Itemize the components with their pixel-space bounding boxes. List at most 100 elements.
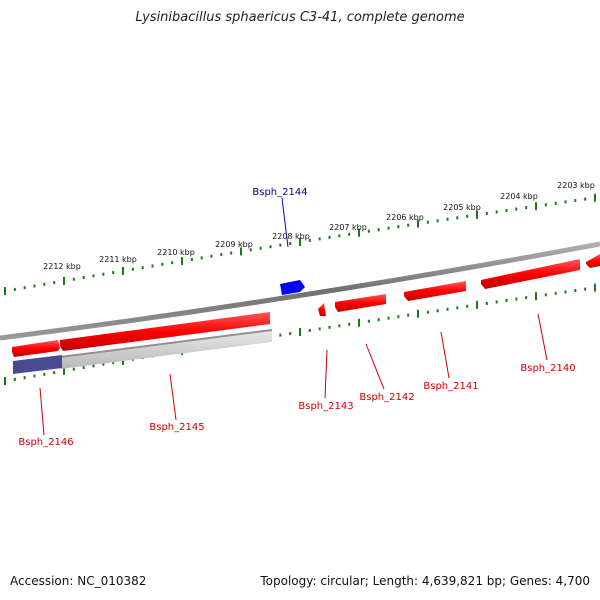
lower-minor-tick (92, 364, 95, 368)
genome-summary-text: Topology: circular; Length: 4,639,821 bp… (260, 574, 590, 588)
lower-minor-tick (426, 310, 429, 314)
kbp-label-2210: 2210 kbp (157, 248, 195, 257)
upper-minor-tick (23, 286, 26, 290)
lower-minor-tick (544, 293, 547, 297)
lower-minor-tick (279, 333, 282, 337)
upper-minor-tick (72, 277, 75, 281)
genome-title: Lysinibacillus sphaericus C3-41, complet… (135, 10, 465, 25)
lower-minor-tick (505, 298, 508, 302)
upper-major-tick (358, 228, 360, 237)
upper-minor-tick (456, 216, 459, 220)
upper-minor-tick (338, 234, 341, 238)
upper-minor-tick (407, 223, 410, 227)
upper-minor-tick (348, 232, 351, 236)
upper-minor-tick (151, 264, 154, 268)
gene-bsph-2145[interactable] (59, 329, 273, 369)
upper-minor-tick (525, 206, 528, 210)
label-bsph-2142: Bsph_2142 (359, 392, 414, 403)
lower-minor-tick (23, 376, 26, 380)
gene-bsph-2142[interactable] (335, 294, 386, 312)
lower-minor-tick (348, 322, 351, 326)
lower-major-tick (63, 366, 65, 375)
upper-minor-tick (564, 200, 567, 204)
kbp-label-2206: 2206 kbp (386, 213, 424, 222)
lower-minor-tick (367, 319, 370, 323)
label-bsph-2144: Bsph_2144 (252, 187, 307, 198)
upper-minor-tick (13, 287, 16, 291)
lower-minor-tick (466, 304, 469, 308)
leader-bsph-2146 (39, 387, 45, 436)
leader-bsph-2145 (169, 373, 177, 421)
upper-minor-tick (141, 266, 144, 270)
lower-tick-track (4, 283, 596, 386)
lower-minor-tick (318, 327, 321, 331)
upper-minor-tick (318, 237, 321, 241)
lower-minor-tick (407, 313, 410, 317)
leader-bsph-2141 (440, 331, 450, 379)
lower-major-tick (476, 300, 478, 309)
lower-minor-tick (82, 366, 85, 370)
upper-major-tick (181, 257, 183, 266)
accession-text: Accession: NC_010382 (10, 574, 147, 588)
gene-bsph-2144[interactable] (280, 280, 305, 295)
label-bsph-2140: Bsph_2140 (520, 363, 575, 374)
lower-major-tick (417, 309, 419, 318)
upper-minor-tick (495, 210, 498, 214)
upper-tick-track (4, 193, 596, 296)
kbp-label-2204: 2204 kbp (500, 192, 538, 201)
lower-minor-tick (33, 374, 36, 378)
upper-minor-tick (43, 282, 46, 286)
lower-minor-tick (436, 309, 439, 313)
lower-minor-tick (13, 377, 16, 381)
upper-major-tick (4, 287, 6, 296)
upper-minor-tick (190, 257, 193, 261)
lower-minor-tick (584, 287, 587, 291)
upper-minor-tick (377, 228, 380, 232)
upper-minor-tick (200, 256, 203, 260)
kbp-label-2208: 2208 kbp (272, 232, 310, 241)
gene-bsph-2145-forward[interactable] (60, 312, 270, 351)
upper-minor-tick (92, 274, 95, 278)
upper-minor-tick (112, 271, 115, 275)
upper-minor-tick (426, 220, 429, 224)
lower-minor-tick (43, 372, 46, 376)
upper-minor-tick (249, 248, 252, 252)
upper-minor-tick (131, 267, 134, 271)
upper-minor-tick (544, 203, 547, 207)
lower-minor-tick (564, 290, 567, 294)
upper-minor-tick (269, 245, 272, 249)
upper-major-tick (476, 210, 478, 219)
upper-major-tick (63, 276, 65, 285)
label-bsph-2141: Bsph_2141 (423, 381, 478, 392)
gene-bsph-2140[interactable] (481, 259, 580, 289)
upper-minor-tick (485, 211, 488, 215)
upper-minor-tick (161, 262, 164, 266)
kbp-label-2211: 2211 kbp (99, 255, 137, 264)
upper-minor-tick (220, 253, 223, 257)
label-bsph-2143: Bsph_2143 (298, 401, 353, 412)
lower-minor-tick (338, 324, 341, 328)
lower-major-tick (299, 328, 301, 336)
lower-minor-tick (397, 315, 400, 319)
upper-minor-tick (279, 243, 282, 247)
upper-minor-tick (171, 261, 174, 265)
lower-minor-tick (308, 328, 311, 332)
upper-major-tick (240, 247, 242, 256)
upper-major-tick (122, 266, 124, 275)
upper-minor-tick (308, 238, 311, 242)
gene-bsph-2143[interactable] (318, 303, 326, 316)
upper-minor-tick (102, 272, 105, 276)
lower-major-tick (358, 318, 360, 327)
gene-bsph-2141[interactable] (404, 281, 466, 301)
upper-minor-tick (387, 226, 390, 230)
upper-minor-tick (505, 208, 508, 212)
lower-minor-tick (574, 289, 577, 293)
lower-minor-tick (112, 361, 115, 365)
gene-partial-right[interactable] (586, 254, 600, 268)
lower-minor-tick (495, 300, 498, 304)
gene-bsph-2146-segment[interactable] (13, 355, 62, 374)
gene-bsph-2146[interactable] (12, 340, 60, 357)
lower-minor-tick (554, 291, 557, 295)
lower-minor-tick (328, 325, 331, 329)
